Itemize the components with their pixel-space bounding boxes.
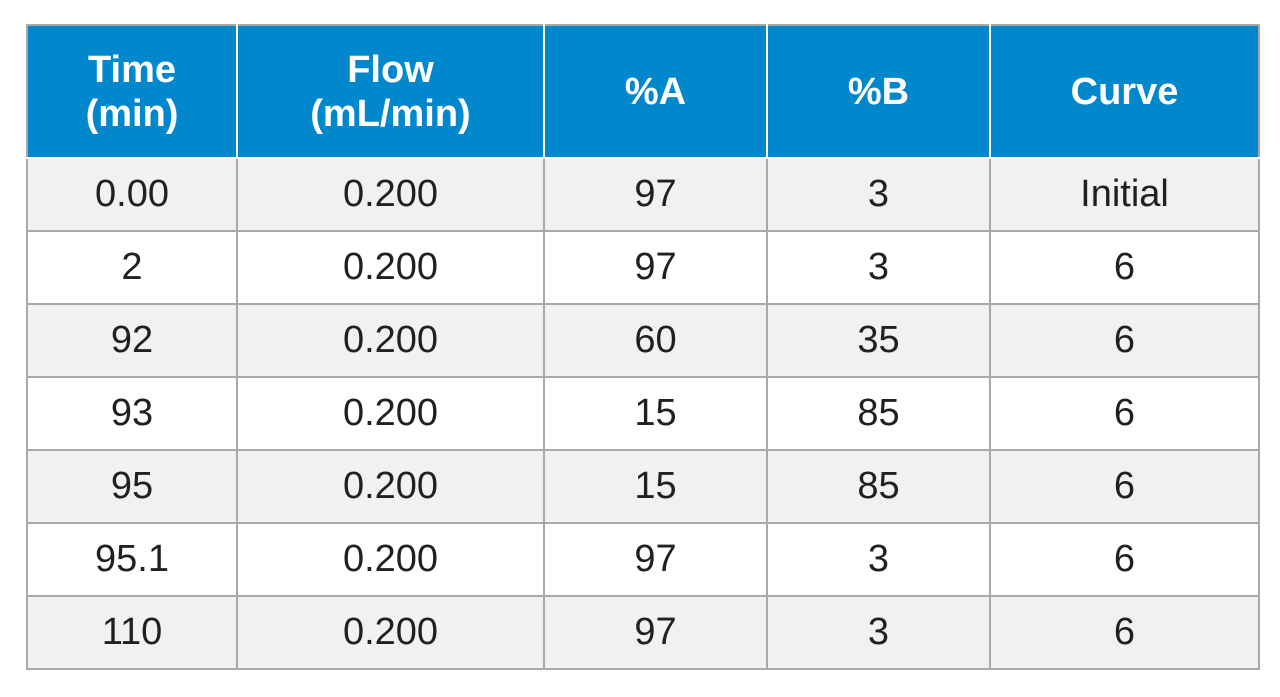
- cell-flow: 0.200: [236, 230, 545, 305]
- cell-curve: 6: [989, 376, 1260, 451]
- cell-percent-a: 60: [543, 303, 768, 378]
- cell-time: 95: [26, 449, 238, 524]
- cell-percent-b: 3: [766, 522, 991, 597]
- cell-percent-a: 97: [543, 230, 768, 305]
- cell-flow: 0.200: [236, 449, 545, 524]
- table-header: Time (min) Flow (mL/min) %A %B Curve: [26, 24, 1260, 159]
- cell-curve: 6: [989, 230, 1260, 305]
- column-header-curve: Curve: [989, 24, 1260, 159]
- cell-percent-a: 97: [543, 522, 768, 597]
- column-header-percent-b: %B: [766, 24, 991, 159]
- header-unit: (mL/min): [310, 92, 471, 135]
- cell-time: 93: [26, 376, 238, 451]
- cell-curve: 6: [989, 522, 1260, 597]
- table-row: 95 0.200 15 85 6: [26, 449, 1260, 524]
- column-header-flow: Flow (mL/min): [236, 24, 545, 159]
- cell-percent-b: 3: [766, 230, 991, 305]
- cell-time: 0.00: [26, 157, 238, 232]
- table-body: 0.00 0.200 97 3 Initial 2 0.200 97 3 6 9…: [26, 157, 1260, 670]
- cell-curve: 6: [989, 595, 1260, 670]
- cell-percent-a: 97: [543, 157, 768, 232]
- table-row: 2 0.200 97 3 6: [26, 230, 1260, 305]
- cell-time: 110: [26, 595, 238, 670]
- table-row: 92 0.200 60 35 6: [26, 303, 1260, 378]
- cell-flow: 0.200: [236, 522, 545, 597]
- gradient-table: Time (min) Flow (mL/min) %A %B Curve 0.0…: [26, 24, 1260, 670]
- header-text: Curve: [1070, 70, 1179, 113]
- column-header-percent-a: %A: [543, 24, 768, 159]
- header-text: Flow: [347, 48, 434, 91]
- cell-percent-b: 3: [766, 595, 991, 670]
- cell-curve: 6: [989, 449, 1260, 524]
- cell-percent-a: 15: [543, 376, 768, 451]
- header-unit: (min): [85, 92, 179, 135]
- cell-flow: 0.200: [236, 157, 545, 232]
- cell-curve: 6: [989, 303, 1260, 378]
- cell-flow: 0.200: [236, 376, 545, 451]
- cell-percent-a: 15: [543, 449, 768, 524]
- table-row: 110 0.200 97 3 6: [26, 595, 1260, 670]
- cell-time: 95.1: [26, 522, 238, 597]
- table-row: 0.00 0.200 97 3 Initial: [26, 157, 1260, 232]
- column-header-time: Time (min): [26, 24, 238, 159]
- header-text: %A: [624, 70, 687, 113]
- cell-flow: 0.200: [236, 595, 545, 670]
- cell-percent-b: 85: [766, 376, 991, 451]
- cell-percent-b: 3: [766, 157, 991, 232]
- cell-percent-b: 35: [766, 303, 991, 378]
- table-row: 95.1 0.200 97 3 6: [26, 522, 1260, 597]
- header-text: Time: [87, 48, 176, 91]
- table-row: 93 0.200 15 85 6: [26, 376, 1260, 451]
- cell-time: 2: [26, 230, 238, 305]
- cell-curve: Initial: [989, 157, 1260, 232]
- cell-flow: 0.200: [236, 303, 545, 378]
- cell-time: 92: [26, 303, 238, 378]
- cell-percent-a: 97: [543, 595, 768, 670]
- header-text: %B: [847, 70, 910, 113]
- header-row: Time (min) Flow (mL/min) %A %B Curve: [26, 24, 1260, 159]
- cell-percent-b: 85: [766, 449, 991, 524]
